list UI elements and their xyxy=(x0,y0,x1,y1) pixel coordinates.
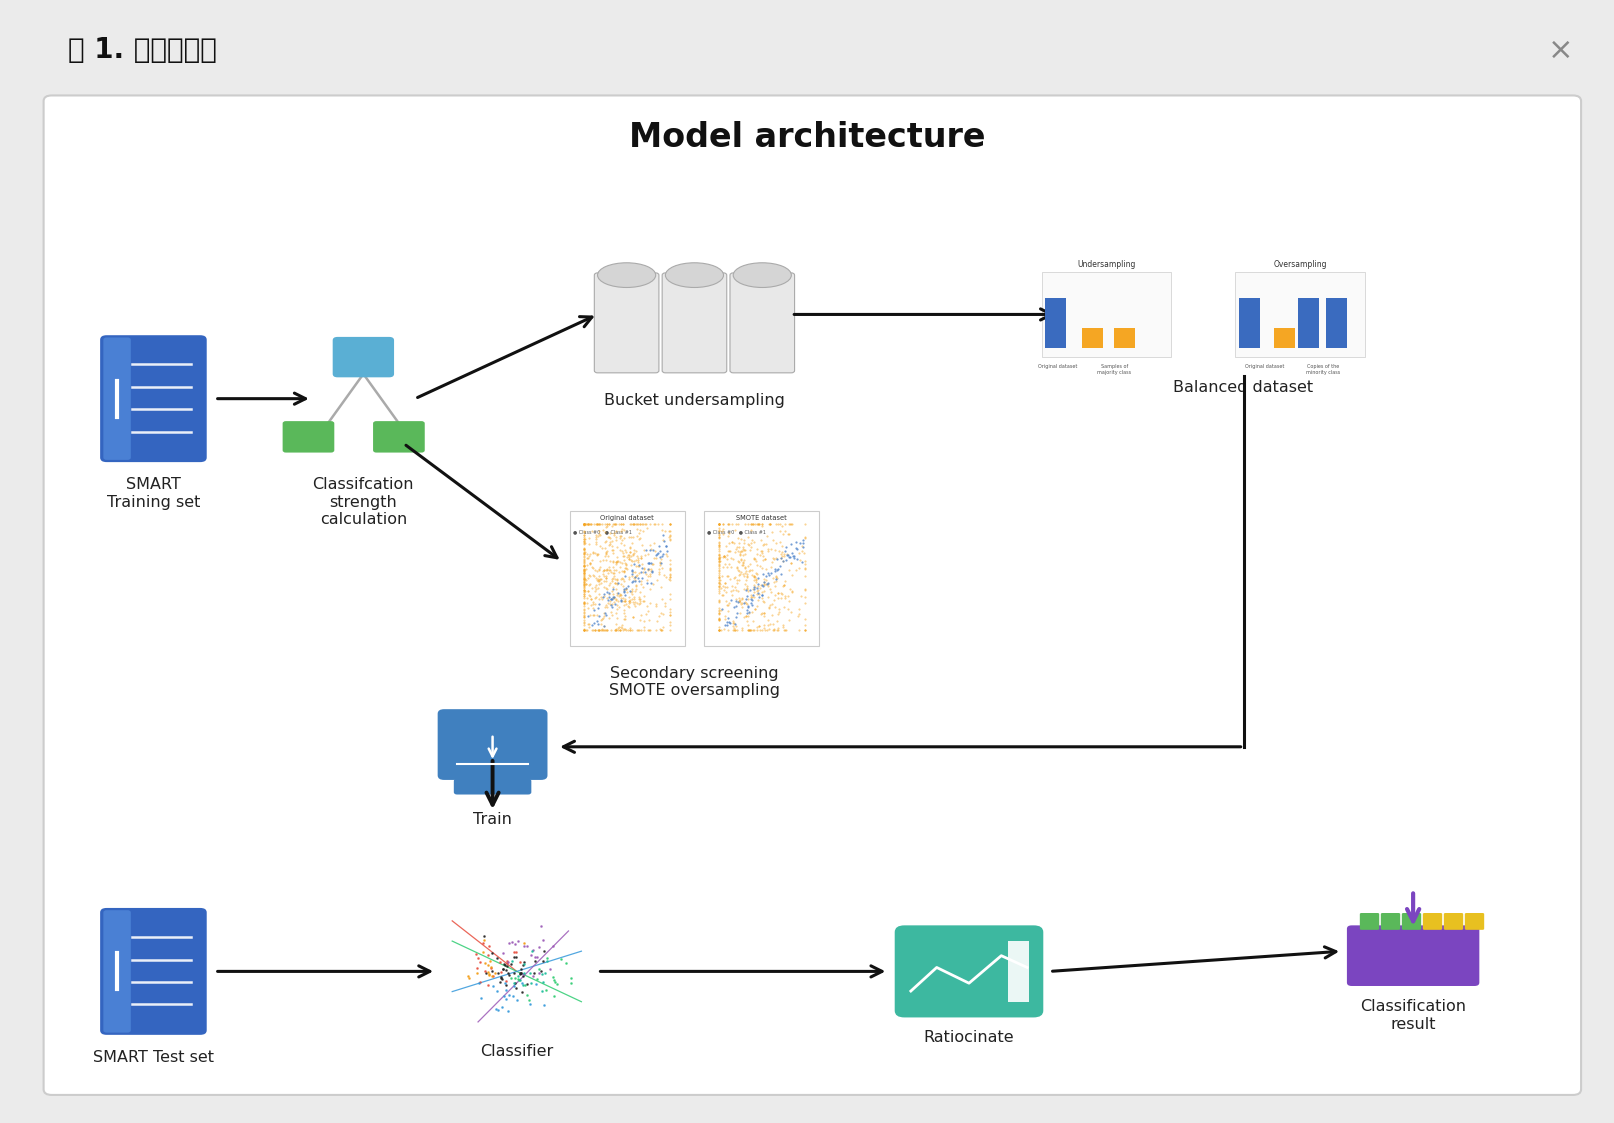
Ellipse shape xyxy=(665,263,723,287)
FancyBboxPatch shape xyxy=(332,337,394,377)
Text: Balanced dataset: Balanced dataset xyxy=(1173,380,1312,394)
FancyBboxPatch shape xyxy=(1114,328,1135,348)
FancyBboxPatch shape xyxy=(1238,298,1259,348)
FancyBboxPatch shape xyxy=(373,421,424,453)
FancyBboxPatch shape xyxy=(1235,273,1364,357)
FancyBboxPatch shape xyxy=(1044,298,1065,348)
Text: Model architecture: Model architecture xyxy=(629,121,985,154)
FancyBboxPatch shape xyxy=(100,335,207,463)
FancyBboxPatch shape xyxy=(1464,913,1483,930)
FancyBboxPatch shape xyxy=(594,273,659,373)
Ellipse shape xyxy=(597,263,655,287)
FancyBboxPatch shape xyxy=(1081,328,1102,348)
FancyBboxPatch shape xyxy=(570,511,684,646)
FancyBboxPatch shape xyxy=(1359,913,1378,930)
Text: Original dataset: Original dataset xyxy=(600,515,654,521)
Text: Classifcation
strength
calculation: Classifcation strength calculation xyxy=(313,477,413,527)
FancyBboxPatch shape xyxy=(894,925,1043,1017)
FancyBboxPatch shape xyxy=(704,511,818,646)
FancyBboxPatch shape xyxy=(282,421,334,453)
Text: Train: Train xyxy=(473,812,512,827)
Text: ×: × xyxy=(1546,36,1572,65)
FancyBboxPatch shape xyxy=(454,779,531,795)
FancyBboxPatch shape xyxy=(730,273,794,373)
Ellipse shape xyxy=(733,263,791,287)
FancyBboxPatch shape xyxy=(100,907,207,1035)
Text: Classification
result: Classification result xyxy=(1359,999,1466,1032)
FancyBboxPatch shape xyxy=(1380,913,1399,930)
Text: Ratiocinate: Ratiocinate xyxy=(923,1030,1014,1044)
FancyBboxPatch shape xyxy=(1443,913,1462,930)
FancyBboxPatch shape xyxy=(1007,941,1028,1002)
FancyBboxPatch shape xyxy=(1041,273,1170,357)
FancyBboxPatch shape xyxy=(1422,913,1441,930)
FancyBboxPatch shape xyxy=(662,273,726,373)
Text: SMOTE dataset: SMOTE dataset xyxy=(736,515,786,521)
FancyBboxPatch shape xyxy=(437,710,547,779)
Text: ● Class #0   ● Class #1: ● Class #0 ● Class #1 xyxy=(707,529,767,533)
FancyBboxPatch shape xyxy=(1325,298,1346,348)
FancyBboxPatch shape xyxy=(1346,925,1478,986)
FancyBboxPatch shape xyxy=(1401,913,1420,930)
FancyBboxPatch shape xyxy=(1298,298,1319,348)
Text: Oversampling: Oversampling xyxy=(1272,259,1327,270)
Text: SMART Test set: SMART Test set xyxy=(94,1050,213,1065)
FancyBboxPatch shape xyxy=(103,910,131,1033)
FancyBboxPatch shape xyxy=(1273,328,1294,348)
Text: Original dataset: Original dataset xyxy=(1038,364,1077,369)
Text: Copies of the
minority class: Copies of the minority class xyxy=(1304,364,1340,375)
Text: Samples of
majority class: Samples of majority class xyxy=(1096,364,1131,375)
Text: Undersampling: Undersampling xyxy=(1077,259,1135,270)
Text: Original dataset: Original dataset xyxy=(1244,364,1283,369)
FancyBboxPatch shape xyxy=(44,95,1580,1095)
Text: ● Class #0   ● Class #1: ● Class #0 ● Class #1 xyxy=(573,529,631,533)
Text: 图 1. 模型架构。: 图 1. 模型架构。 xyxy=(68,36,216,64)
Text: Secondary screening
SMOTE oversampling: Secondary screening SMOTE oversampling xyxy=(608,666,780,699)
Text: Bucket undersampling: Bucket undersampling xyxy=(604,393,784,408)
FancyBboxPatch shape xyxy=(103,337,131,460)
Text: Classifier: Classifier xyxy=(479,1044,554,1059)
Text: SMART
Training set: SMART Training set xyxy=(107,477,200,510)
